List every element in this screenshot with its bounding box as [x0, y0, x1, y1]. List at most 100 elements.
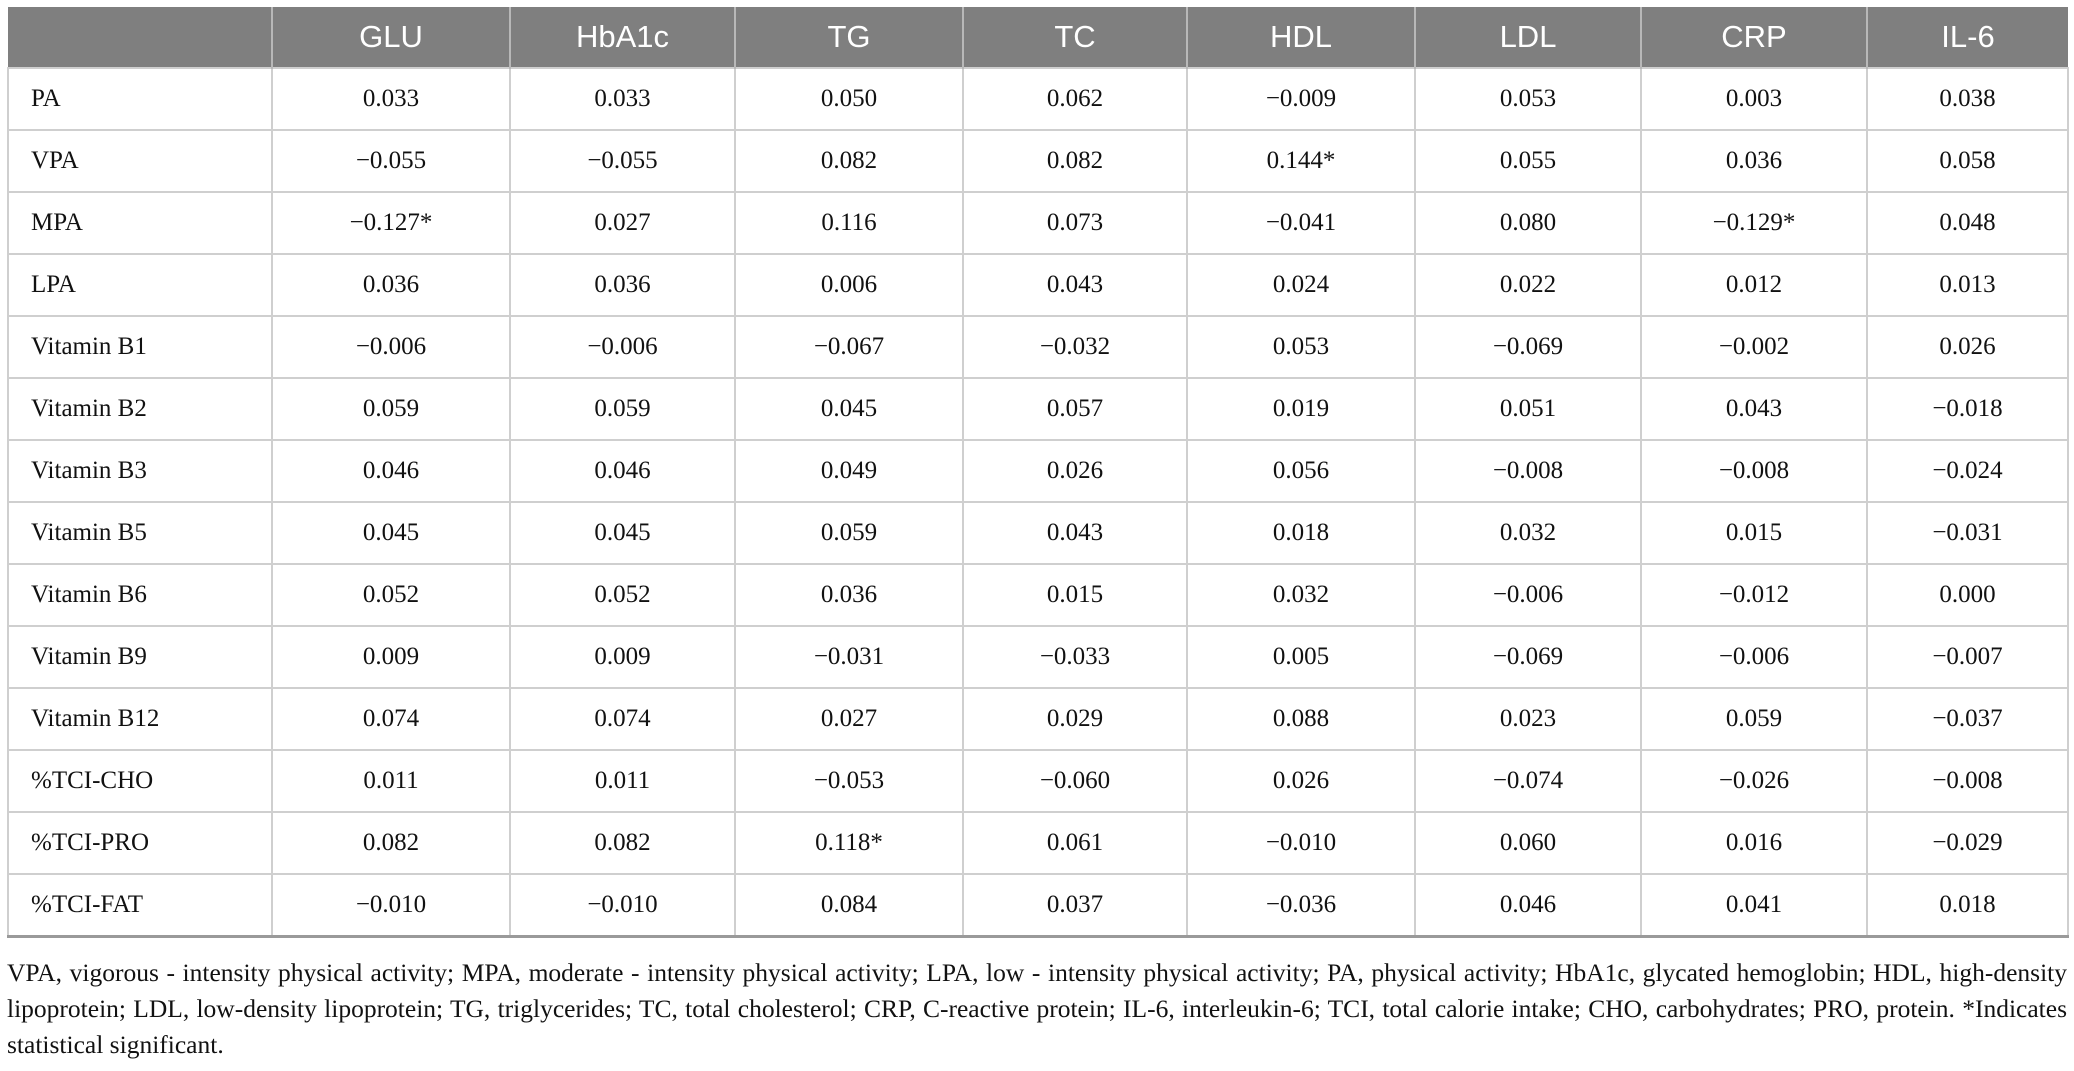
value-cell: 0.018	[1186, 501, 1416, 565]
value-cell: 0.026	[1186, 749, 1416, 813]
row-label: %TCI-FAT	[7, 873, 273, 938]
value-cell: 0.022	[1414, 253, 1642, 317]
table-row: %TCI-CHO 0.011 0.011 −0.053 −0.060 0.026 −0.07…	[7, 749, 2069, 813]
value-cell: 0.005	[1186, 625, 1416, 689]
value-cell: 0.051	[1414, 377, 1642, 441]
value-cell: 0.053	[1414, 67, 1642, 131]
row-label: %TCI-PRO	[7, 811, 273, 875]
row-label: Vitamin B12	[7, 687, 273, 751]
table-row: %TCI-FAT −0.010 −0.010 0.084 0.037 −0.036 0.04…	[7, 873, 2069, 938]
value-cell: −0.055	[509, 129, 736, 193]
value-cell: 0.059	[1640, 687, 1868, 751]
value-cell: 0.000	[1866, 563, 2069, 627]
value-cell: 0.088	[1186, 687, 1416, 751]
table-row: PA 0.033 0.033 0.050 0.062 −0.009 0.053 0.003 0.…	[7, 67, 2069, 131]
value-cell: −0.002	[1640, 315, 1868, 379]
table-row: VPA −0.055 −0.055 0.082 0.082 0.144* 0.055 0.03…	[7, 129, 2069, 193]
value-cell: 0.011	[509, 749, 736, 813]
value-cell: 0.116	[734, 191, 964, 255]
value-cell: 0.016	[1640, 811, 1868, 875]
value-cell: 0.018	[1866, 873, 2069, 938]
value-cell: 0.084	[734, 873, 964, 938]
header-cell: HDL	[1186, 7, 1415, 68]
value-cell: 0.032	[1414, 501, 1642, 565]
row-label: Vitamin B3	[7, 439, 273, 503]
value-cell: 0.015	[1640, 501, 1868, 565]
value-cell: 0.024	[1186, 253, 1416, 317]
value-cell: 0.036	[734, 563, 964, 627]
value-cell: 0.059	[734, 501, 964, 565]
value-cell: 0.062	[962, 67, 1188, 131]
value-cell: 0.015	[962, 563, 1188, 627]
header-cell	[8, 7, 272, 68]
row-label: VPA	[7, 129, 273, 193]
value-cell: −0.012	[1640, 563, 1868, 627]
value-cell: −0.029	[1866, 811, 2069, 875]
row-label: PA	[7, 67, 273, 131]
value-cell: −0.031	[734, 625, 964, 689]
value-cell: 0.036	[509, 253, 736, 317]
value-cell: 0.029	[962, 687, 1188, 751]
value-cell: 0.055	[1414, 129, 1642, 193]
value-cell: 0.056	[1186, 439, 1416, 503]
value-cell: −0.069	[1414, 625, 1642, 689]
value-cell: −0.037	[1866, 687, 2069, 751]
row-label: %TCI-CHO	[7, 749, 273, 813]
value-cell: 0.037	[962, 873, 1188, 938]
value-cell: 0.012	[1640, 253, 1868, 317]
value-cell: −0.024	[1866, 439, 2069, 503]
value-cell: 0.038	[1866, 67, 2069, 131]
value-cell: 0.059	[271, 377, 511, 441]
value-cell: −0.006	[271, 315, 511, 379]
value-cell: 0.059	[509, 377, 736, 441]
value-cell: 0.043	[1640, 377, 1868, 441]
table-row: Vitamin B9 0.009 0.009 −0.031 −0.033 0.005 −0.…	[7, 625, 2069, 689]
value-cell: −0.067	[734, 315, 964, 379]
value-cell: 0.026	[962, 439, 1188, 503]
value-cell: 0.026	[1866, 315, 2069, 379]
value-cell: 0.118*	[734, 811, 964, 875]
value-cell: 0.053	[1186, 315, 1416, 379]
value-cell: 0.003	[1640, 67, 1868, 131]
header-cell: TG	[734, 7, 963, 68]
value-cell: −0.033	[962, 625, 1188, 689]
value-cell: 0.045	[734, 377, 964, 441]
value-cell: 0.036	[1640, 129, 1868, 193]
value-cell: 0.043	[962, 501, 1188, 565]
value-cell: 0.006	[734, 253, 964, 317]
value-cell: 0.033	[509, 67, 736, 131]
value-cell: 0.032	[1186, 563, 1416, 627]
value-cell: 0.074	[271, 687, 511, 751]
table-row: Vitamin B6 0.052 0.052 0.036 0.015 0.032 −0.00…	[7, 563, 2069, 627]
header-cell: HbA1c	[509, 7, 735, 68]
value-cell: −0.055	[271, 129, 511, 193]
value-cell: −0.010	[271, 873, 511, 938]
value-cell: 0.057	[962, 377, 1188, 441]
table-row: %TCI-PRO 0.082 0.082 0.118* 0.061 −0.010 0.060…	[7, 811, 2069, 875]
value-cell: 0.045	[509, 501, 736, 565]
table-body: PA 0.033 0.033 0.050 0.062 −0.009 0.053 0.003 0.…	[7, 67, 2069, 938]
header-cell: CRP	[1640, 7, 1867, 68]
value-cell: −0.127*	[271, 191, 511, 255]
value-cell: 0.073	[962, 191, 1188, 255]
value-cell: −0.007	[1866, 625, 2069, 689]
header-cell: LDL	[1414, 7, 1641, 68]
value-cell: −0.010	[1186, 811, 1416, 875]
value-cell: 0.058	[1866, 129, 2069, 193]
value-cell: −0.036	[1186, 873, 1416, 938]
value-cell: 0.046	[509, 439, 736, 503]
table-row: MPA −0.127* 0.027 0.116 0.073 −0.041 0.080 −0.1…	[7, 191, 2069, 255]
value-cell: −0.010	[509, 873, 736, 938]
value-cell: −0.074	[1414, 749, 1642, 813]
value-cell: −0.041	[1186, 191, 1416, 255]
row-label: Vitamin B9	[7, 625, 273, 689]
value-cell: −0.031	[1866, 501, 2069, 565]
value-cell: 0.023	[1414, 687, 1642, 751]
row-label: Vitamin B5	[7, 501, 273, 565]
value-cell: 0.019	[1186, 377, 1416, 441]
row-label: LPA	[7, 253, 273, 317]
value-cell: −0.129*	[1640, 191, 1868, 255]
value-cell: 0.046	[1414, 873, 1642, 938]
value-cell: −0.008	[1640, 439, 1868, 503]
table-row: Vitamin B3 0.046 0.046 0.049 0.026 0.056 −0.00…	[7, 439, 2069, 503]
